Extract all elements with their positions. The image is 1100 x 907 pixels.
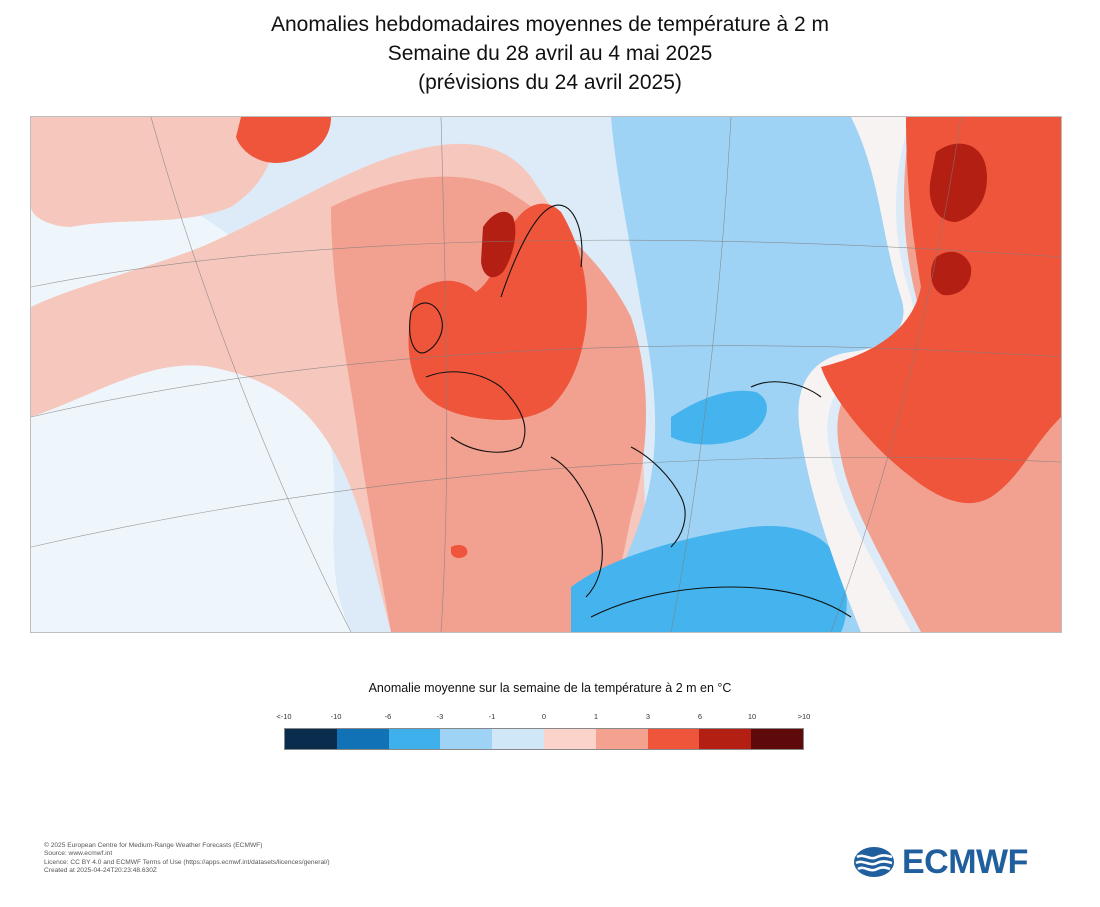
anomaly-zone-east-darkred-2	[930, 251, 972, 296]
legend-tick-label: -6	[384, 712, 392, 721]
anomaly-zone-mediterranean-blue	[571, 526, 847, 632]
coastlines	[409, 204, 852, 618]
legend-tick-label: >10	[797, 712, 811, 721]
legend-swatch	[699, 729, 752, 749]
anomaly-zone-russia-lightblue	[591, 117, 904, 632]
legend-tick-label: -3	[436, 712, 444, 721]
legend-tick-label: 1	[593, 712, 599, 721]
legend-swatch	[543, 729, 596, 749]
legend-swatch	[285, 729, 337, 749]
graticule	[31, 117, 1061, 632]
map-svg	[31, 117, 1061, 632]
ecmwf-logo: ECMWF	[852, 840, 1052, 884]
anomaly-zone-east-red	[821, 117, 1061, 504]
title-line-2: Semaine du 28 avril au 4 mai 2025	[387, 42, 713, 65]
legend-tick-label: 10	[747, 712, 757, 721]
title-line-3: (prévisions du 24 avril 2025)	[418, 71, 682, 94]
ecmwf-logo-icon	[854, 847, 894, 877]
legend-tick-label: 0	[541, 712, 547, 721]
title-line-1: Anomalies hebdomadaires moyennes de temp…	[271, 13, 829, 36]
anomaly-zone-aegean-blue	[671, 390, 767, 445]
anomaly-zone-greenland-red	[236, 117, 331, 163]
legend-swatch	[751, 729, 803, 749]
legend-tick-label: -1	[488, 712, 496, 721]
legend-swatch	[492, 729, 544, 749]
chart-title: Anomalies hebdomadaires moyennes de temp…	[0, 10, 1100, 97]
legend-title: Anomalie moyenne sur la semaine de la te…	[368, 681, 732, 695]
credit-line: Created at 2025-04-24T20:23:48.630Z	[44, 867, 157, 875]
anomaly-zone-east-white	[798, 117, 914, 632]
credits: © 2025 European Centre for Medium-Range …	[44, 842, 330, 876]
legend-swatch	[595, 729, 648, 749]
legend-tick-label: 6	[697, 712, 703, 721]
color-legend: <-10 -10 -6 -3 -1 0 1 3 6 10 >10	[276, 712, 810, 752]
legend-tick-label: <-10	[276, 712, 292, 721]
anomaly-zone-east-darkred	[929, 143, 987, 222]
anomaly-zone-greenland-pink	[31, 117, 274, 227]
legend-swatch	[440, 729, 493, 749]
legend-swatch	[647, 729, 700, 749]
legend-swatch	[388, 729, 441, 749]
credit-line: © 2025 European Centre for Medium-Range …	[44, 842, 263, 849]
legend-swatches	[284, 728, 804, 750]
legend-tick-label: -10	[330, 712, 342, 721]
anomaly-zone-africa-red	[451, 544, 468, 559]
credit-line: Licence: CC BY 4.0 and ECMWF Terms of Us…	[44, 858, 330, 866]
anomaly-zone-scandinavia-darkred	[481, 211, 516, 278]
legend-tick-label: 3	[645, 712, 651, 721]
ecmwf-logo-text: ECMWF	[902, 842, 1028, 881]
anomaly-zone-europe-red	[408, 203, 587, 420]
anomaly-map	[30, 116, 1062, 633]
credit-line: Source: www.ecmwf.int	[44, 850, 113, 858]
legend-swatch	[336, 729, 389, 749]
